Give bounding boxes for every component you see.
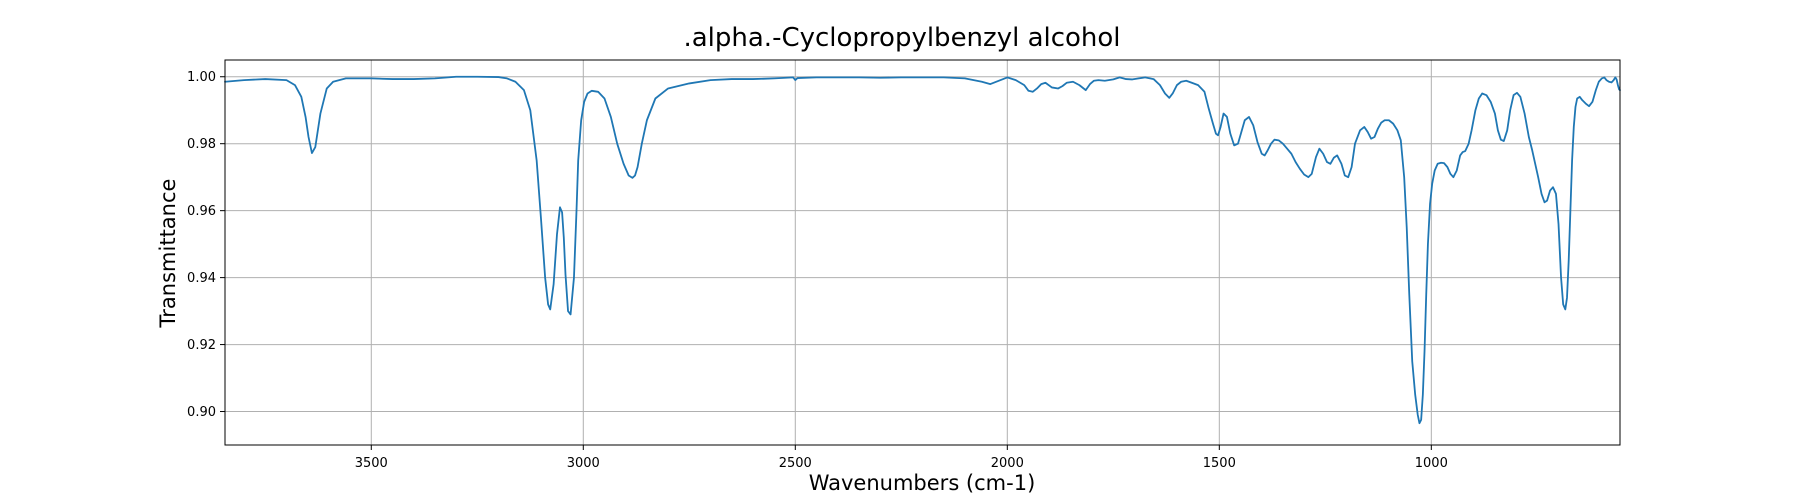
x-tick-label: 1500 [1203,456,1236,471]
y-tick-label: 0.98 [187,137,216,152]
plot-frame [224,59,1621,446]
y-tick-label: 0.94 [187,271,216,286]
y-tick-label: 0.90 [187,405,216,420]
grid-lines [225,60,1620,445]
x-axis-title: Wavenumbers (cm-1) [809,471,1036,495]
x-tick-label: 3000 [567,456,600,471]
spectrum-line [224,75,1621,425]
x-tick-label: 2500 [779,456,812,471]
y-tick-label: 1.00 [187,70,216,85]
x-tick-label: 1000 [1415,456,1448,471]
y-tick-label: 0.96 [187,204,216,219]
x-tick-label: 3500 [355,456,388,471]
y-tick-label: 0.92 [187,338,216,353]
series-layer [224,75,1621,425]
axis-ticks: 3500 3000 2500 2000 1500 1000 0.90 0.92 0.94 0.96… [187,70,1448,471]
chart-title: .alpha.-Cyclopropylbenzyl alcohol [683,23,1120,53]
x-tick-label: 2000 [991,456,1024,471]
y-axis-title: Transmittance [156,179,180,329]
